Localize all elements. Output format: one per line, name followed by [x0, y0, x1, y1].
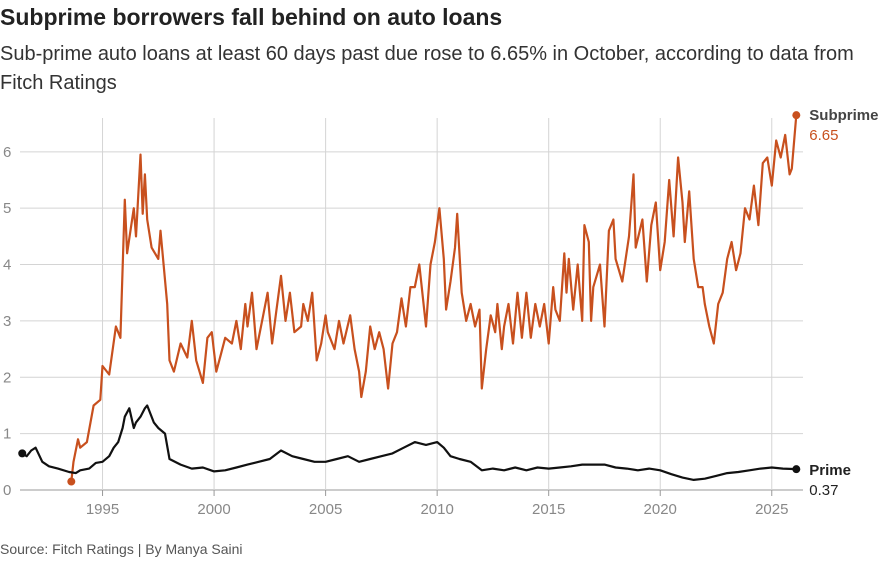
- y-tick-label: 0: [3, 482, 11, 499]
- series-value-label-prime: 0.37: [809, 482, 838, 499]
- x-tick-label: 2010: [420, 501, 453, 518]
- x-tick-label: 2000: [197, 501, 230, 518]
- series-name-label-subprime: Subprime: [809, 107, 878, 124]
- chart-subtitle: Sub-prime auto loans at least 60 days pa…: [0, 43, 854, 94]
- source-note: Source: Fitch Ratings | By Manya Saini: [0, 541, 243, 557]
- series-labels: Subprime 6.65 Prime 0.37: [809, 107, 878, 499]
- series-start-point-prime: [18, 449, 27, 458]
- series-name-label-prime: Prime: [809, 462, 851, 479]
- x-tick-label: 1995: [86, 501, 119, 518]
- y-tick-label: 2: [3, 369, 11, 386]
- x-tick-label: 2005: [309, 501, 342, 518]
- y-tick-label: 5: [3, 200, 11, 217]
- y-tick-label: 4: [3, 257, 11, 274]
- series-end-point-prime: [792, 465, 801, 474]
- y-tick-label: 3: [3, 313, 11, 330]
- series-line-subprime: [70, 115, 798, 482]
- series-value-label-subprime: 6.65: [809, 127, 838, 144]
- x-tick-label: 2020: [644, 501, 677, 518]
- series-end-point-subprime: [792, 111, 801, 120]
- series-lines: [18, 111, 801, 486]
- x-tick-label: 2025: [755, 501, 788, 518]
- series-line-prime: [21, 404, 797, 481]
- y-tick-label: 1: [3, 426, 11, 443]
- x-tick-label: 2015: [532, 501, 565, 518]
- series-start-point-subprime: [67, 477, 76, 486]
- y-tick-label: 6: [3, 144, 11, 161]
- y-tick-labels: 0 1 2 3 4 5 6: [3, 144, 11, 499]
- x-tick-labels: 1995 2000 2005 2010 2015 2020 2025: [86, 501, 789, 518]
- chart-title: Subprime borrowers fall behind on auto l…: [0, 4, 503, 30]
- grid-lines: [20, 118, 803, 496]
